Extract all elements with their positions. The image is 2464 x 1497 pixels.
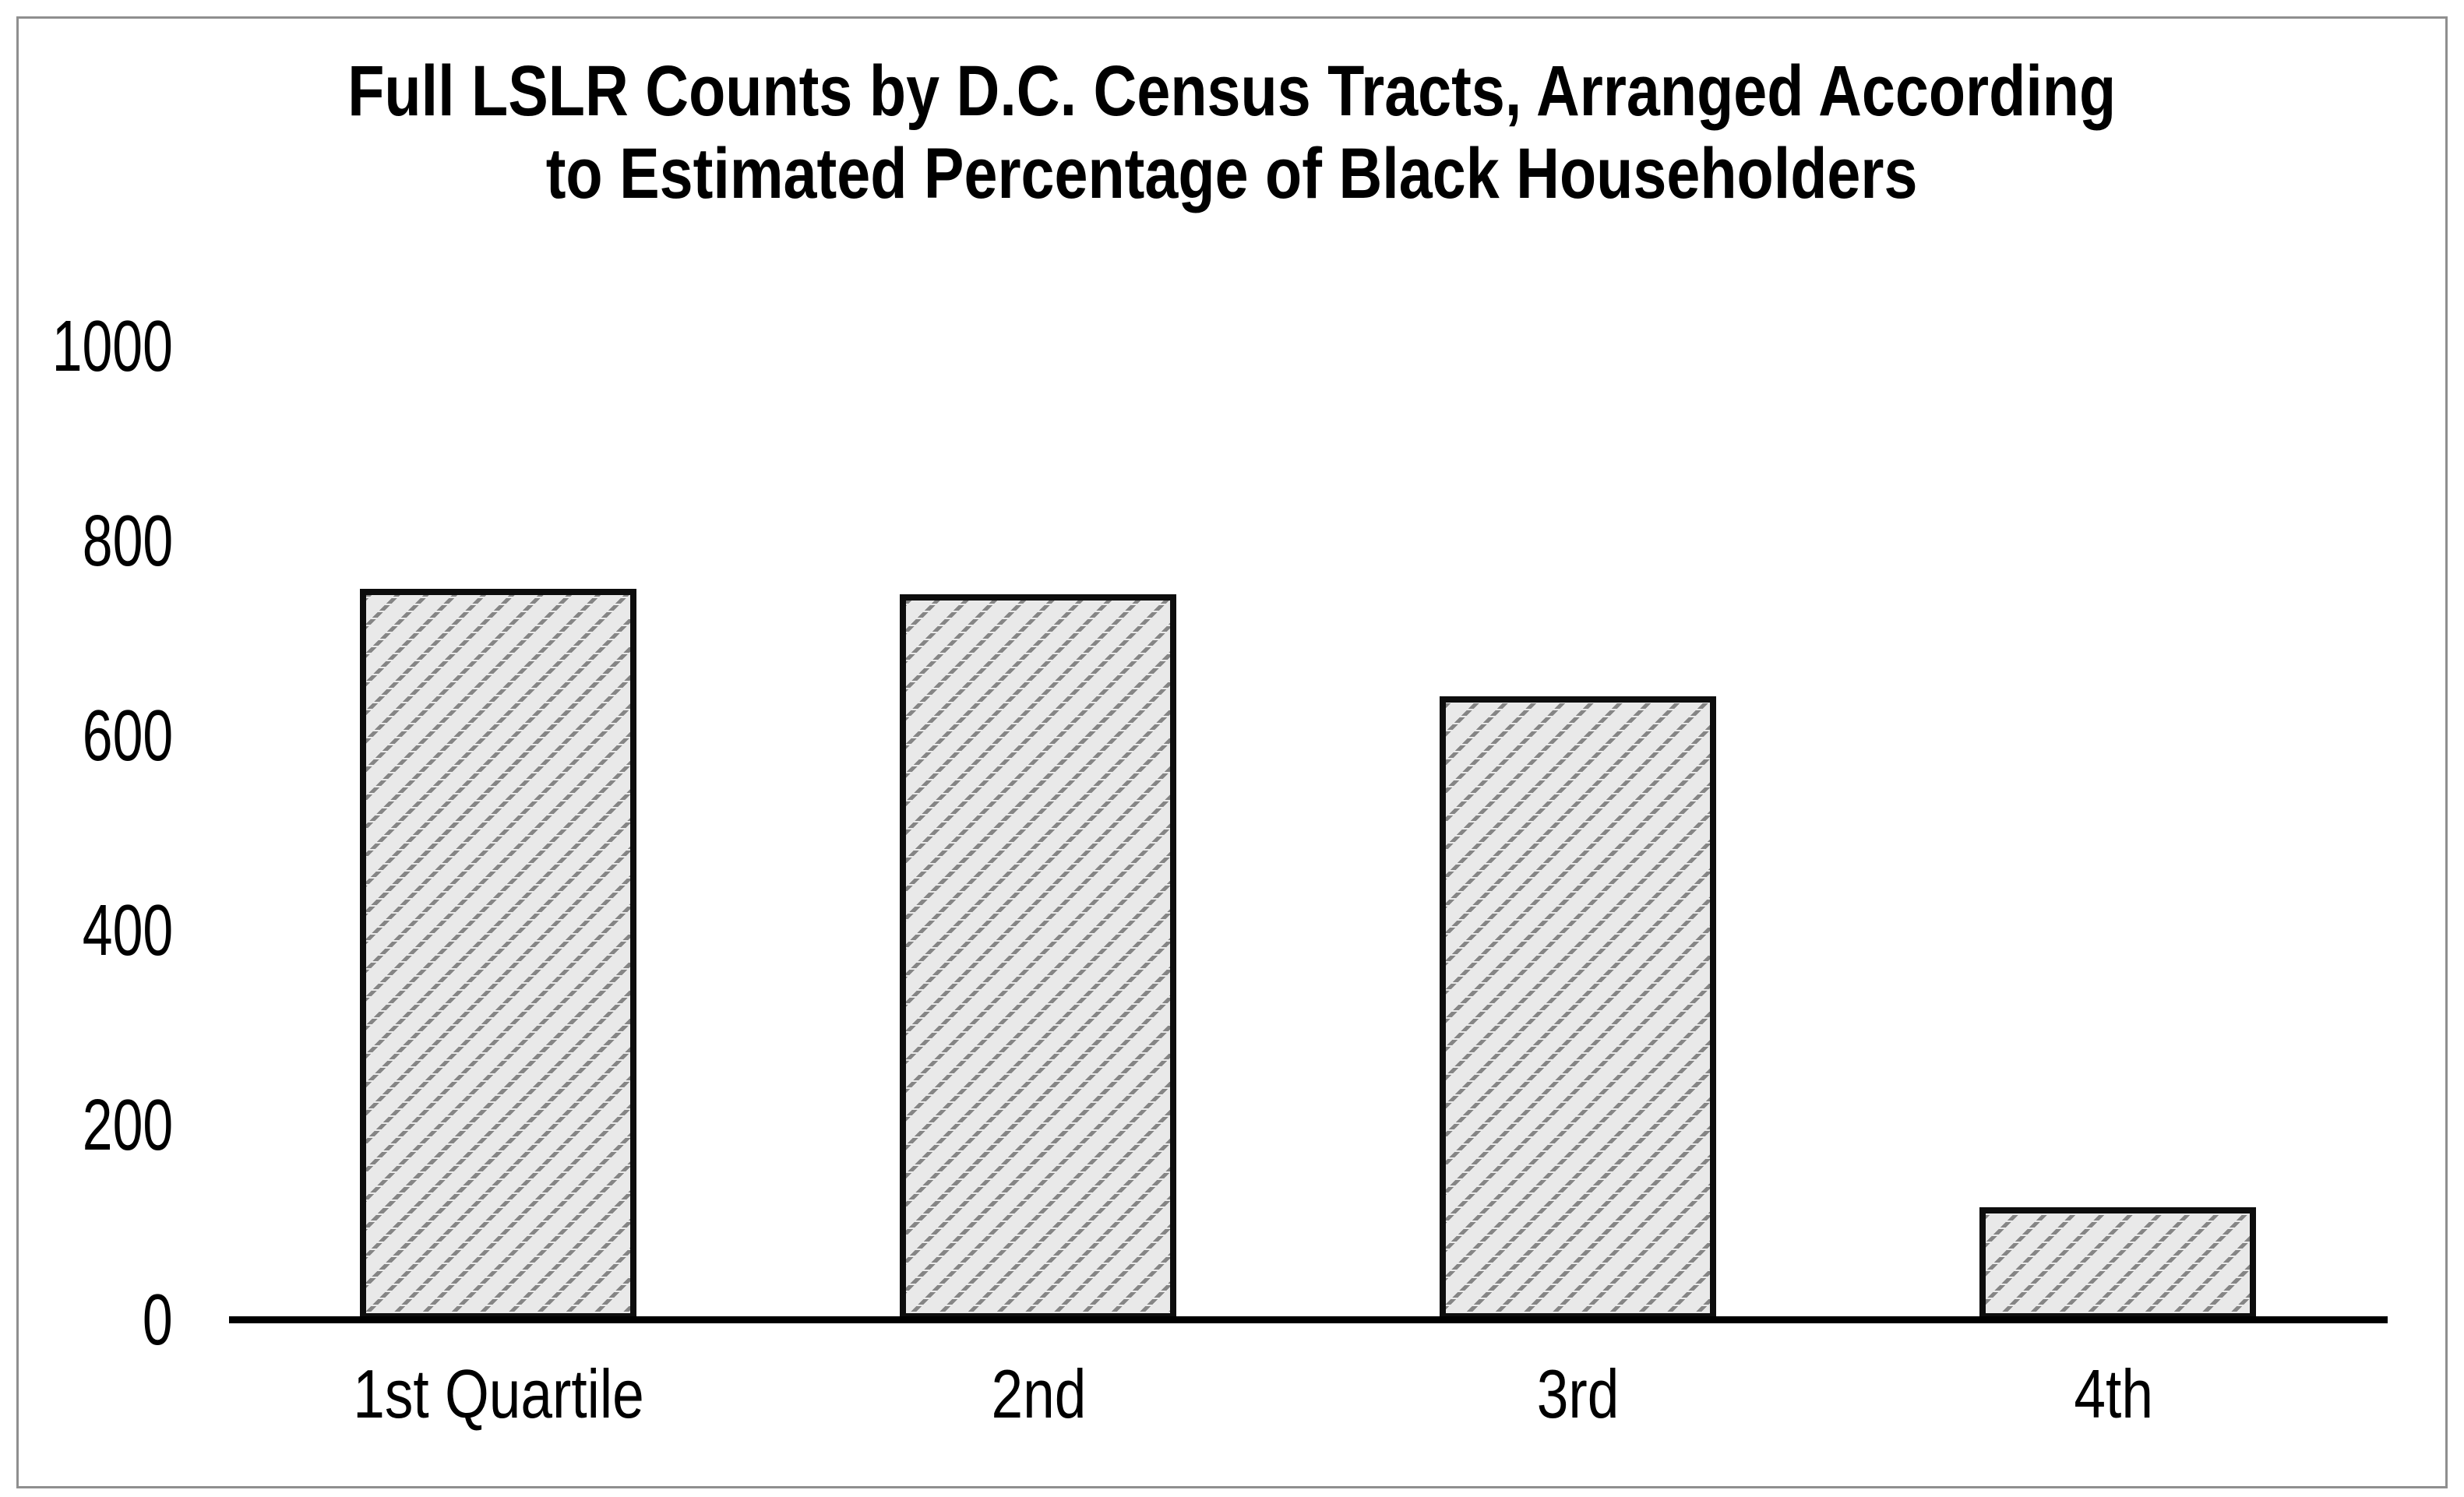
y-axis-tick-label-800: 800: [82, 500, 173, 581]
x-axis-label-2nd: 2nd: [991, 1355, 1086, 1432]
chart-title-line1: Full LSLR Counts by D.C. Census Tracts, …: [347, 51, 2117, 131]
x-axis-line: [229, 1316, 2388, 1323]
x-axis-label-3rd: 3rd: [1537, 1355, 1620, 1432]
y-axis-tick-label-400: 400: [82, 889, 173, 970]
bar-3rd-quartile: [1440, 696, 1716, 1319]
y-axis-tick-label-1000: 1000: [51, 305, 173, 386]
y-axis-tick-label-200: 200: [82, 1084, 173, 1165]
bar-2nd-quartile: [900, 594, 1176, 1319]
x-axis-label-4th: 4th: [2074, 1355, 2153, 1432]
bar-1st-quartile: [360, 589, 636, 1319]
y-axis-tick-label-600: 600: [82, 695, 173, 776]
bar-4th-quartile: [1979, 1207, 2256, 1319]
x-axis-label-1st-quartile: 1st Quartile: [353, 1355, 644, 1432]
y-axis-tick-label-0: 0: [143, 1279, 173, 1360]
chart-title-line2: to Estimated Percentage of Black Househo…: [546, 134, 1918, 213]
chart-title: Full LSLR Counts by D.C. Census Tracts, …: [0, 50, 2464, 215]
